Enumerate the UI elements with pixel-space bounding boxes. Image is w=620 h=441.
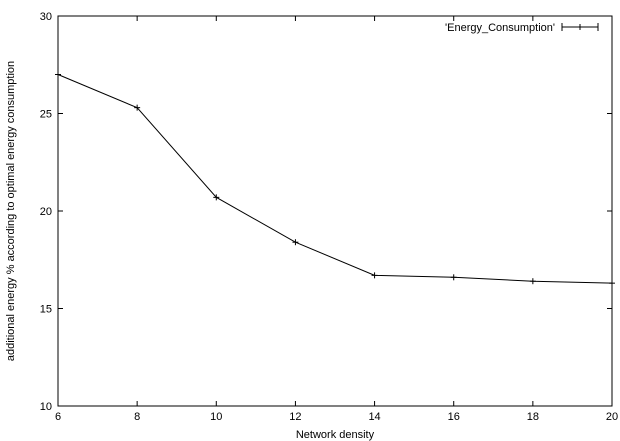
- data-point-marker: [55, 71, 61, 78]
- data-point-marker: [213, 194, 220, 201]
- series-line: [57, 74, 613, 284]
- y-tick-label: 15: [40, 304, 52, 316]
- x-tick-label: 6: [55, 411, 61, 423]
- x-tick-label: 14: [368, 411, 380, 423]
- data-point-marker: [371, 272, 378, 279]
- y-tick-label: 10: [40, 401, 52, 413]
- legend: 'Energy_Consumption': [445, 22, 599, 34]
- y-axis-tick-labels: 10 15 20 25 30: [40, 11, 52, 413]
- legend-label: 'Energy_Consumption': [445, 22, 555, 34]
- x-tick-label: 12: [289, 411, 301, 423]
- series-layer: [55, 71, 615, 287]
- x-tick-label: 16: [448, 411, 460, 423]
- x-axis-title: Network density: [296, 429, 375, 441]
- x-axis-ticks: [57, 16, 613, 406]
- data-point-marker: [292, 239, 299, 246]
- y-tick-label: 20: [40, 206, 52, 218]
- legend-sample-line: [561, 23, 599, 31]
- plot-area-frame: [57, 15, 613, 407]
- x-tick-label: 18: [527, 411, 539, 423]
- y-axis-title: additional energy % according to optimal…: [5, 61, 17, 361]
- y-tick-label: 30: [40, 11, 52, 23]
- data-point-marker: [529, 278, 536, 285]
- data-point-marker: [609, 280, 615, 287]
- y-axis-ticks: [58, 15, 612, 407]
- x-tick-label: 20: [606, 411, 618, 423]
- x-tick-label: 10: [210, 411, 222, 423]
- x-axis-tick-labels: 6 8 10 12 14 16 18 20: [55, 411, 618, 423]
- data-point-marker: [134, 104, 141, 111]
- data-point-marker: [450, 274, 457, 281]
- y-tick-label: 25: [40, 109, 52, 121]
- x-tick-label: 8: [134, 411, 140, 423]
